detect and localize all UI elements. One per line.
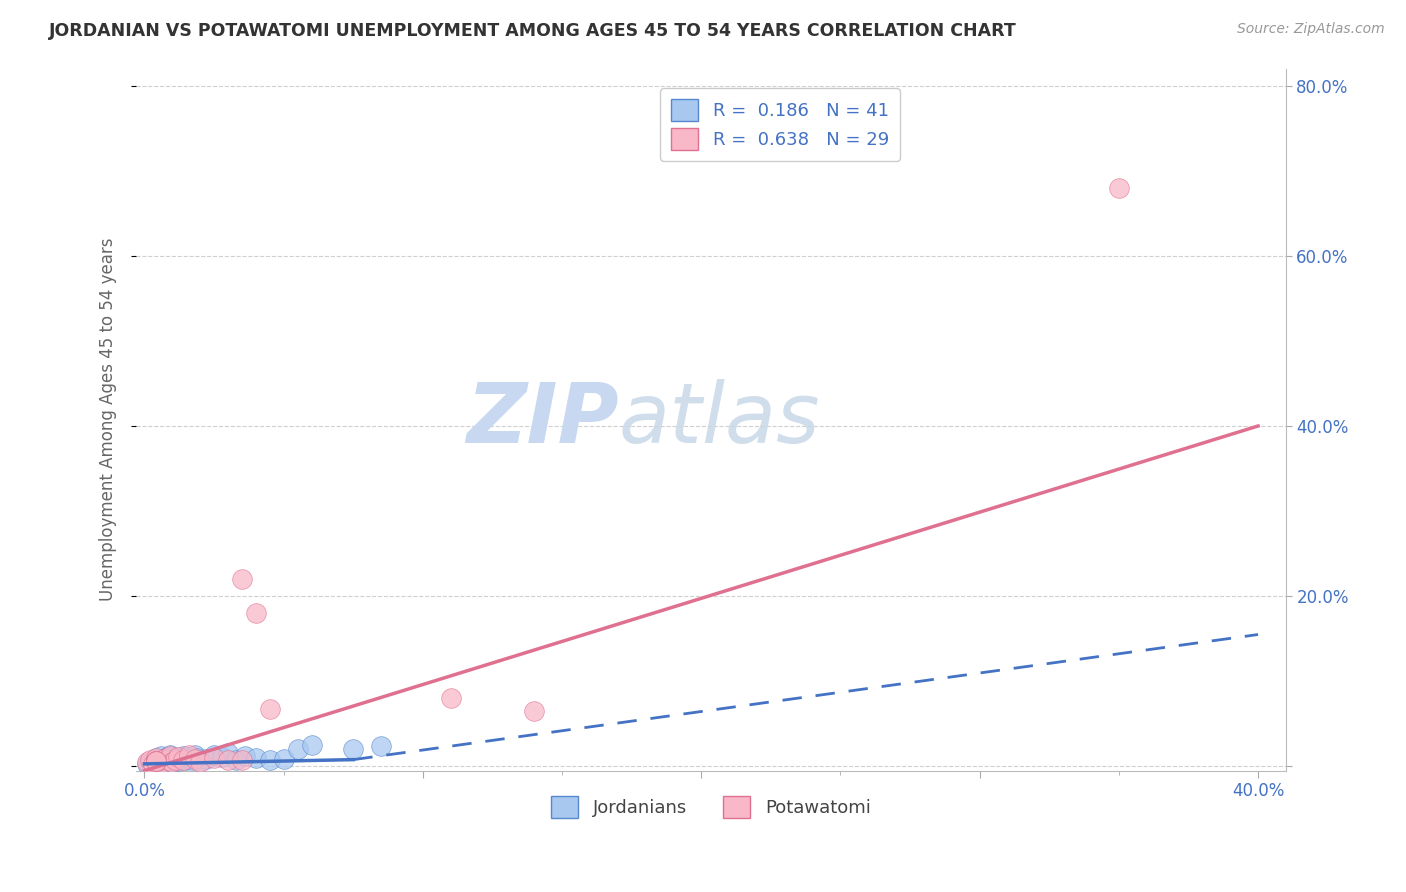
Point — [145, 755, 167, 769]
Text: JORDANIAN VS POTAWATOMI UNEMPLOYMENT AMONG AGES 45 TO 54 YEARS CORRELATION CHART: JORDANIAN VS POTAWATOMI UNEMPLOYMENT AMO… — [49, 22, 1017, 40]
Point — [159, 748, 181, 763]
Point — [231, 753, 253, 767]
Point — [156, 754, 179, 768]
Point — [217, 753, 239, 767]
Point — [156, 750, 179, 764]
Point — [211, 750, 233, 764]
Point — [162, 755, 184, 769]
Point — [139, 755, 162, 769]
Point — [273, 752, 295, 766]
Point — [139, 753, 162, 767]
Point — [145, 756, 167, 770]
Point — [301, 738, 323, 752]
Point — [245, 606, 267, 620]
Point — [342, 742, 364, 756]
Point — [370, 739, 392, 753]
Point — [153, 752, 176, 766]
Point — [183, 752, 205, 766]
Point — [150, 749, 173, 764]
Point — [180, 753, 202, 767]
Point — [148, 755, 170, 769]
Point — [148, 754, 170, 768]
Point — [172, 749, 194, 764]
Point — [150, 756, 173, 770]
Point — [245, 751, 267, 765]
Point — [148, 756, 170, 771]
Point — [225, 753, 247, 767]
Legend: Jordanians, Potawatomi: Jordanians, Potawatomi — [544, 789, 877, 825]
Point — [136, 755, 159, 769]
Point — [142, 757, 165, 772]
Point — [194, 752, 217, 766]
Point — [153, 752, 176, 766]
Point — [233, 749, 256, 764]
Text: Source: ZipAtlas.com: Source: ZipAtlas.com — [1237, 22, 1385, 37]
Point — [259, 701, 281, 715]
Point — [440, 691, 463, 706]
Point — [142, 756, 165, 771]
Y-axis label: Unemployment Among Ages 45 to 54 years: Unemployment Among Ages 45 to 54 years — [100, 238, 117, 601]
Point — [188, 755, 211, 769]
Point — [165, 751, 187, 765]
Point — [169, 752, 191, 766]
Point — [153, 755, 176, 769]
Point — [259, 754, 281, 768]
Point — [231, 572, 253, 586]
Point — [1108, 180, 1130, 194]
Point — [150, 755, 173, 769]
Point — [188, 755, 211, 769]
Point — [523, 704, 546, 718]
Point — [145, 755, 167, 769]
Point — [145, 755, 167, 769]
Point — [136, 756, 159, 771]
Point — [162, 753, 184, 767]
Point — [167, 750, 190, 764]
Point — [167, 755, 190, 769]
Point — [202, 751, 225, 765]
Point — [165, 753, 187, 767]
Point — [202, 748, 225, 763]
Point — [183, 747, 205, 762]
Point — [156, 756, 179, 770]
Point — [145, 751, 167, 765]
Text: atlas: atlas — [619, 379, 821, 460]
Point — [142, 753, 165, 767]
Point — [145, 751, 167, 765]
Point — [159, 749, 181, 764]
Point — [287, 741, 309, 756]
Point — [217, 746, 239, 760]
Point — [186, 751, 208, 765]
Point — [172, 754, 194, 768]
Point — [177, 748, 200, 763]
Point — [159, 754, 181, 768]
Point — [145, 755, 167, 769]
Point — [162, 755, 184, 769]
Point — [174, 754, 197, 768]
Point — [177, 750, 200, 764]
Text: ZIP: ZIP — [467, 379, 619, 460]
